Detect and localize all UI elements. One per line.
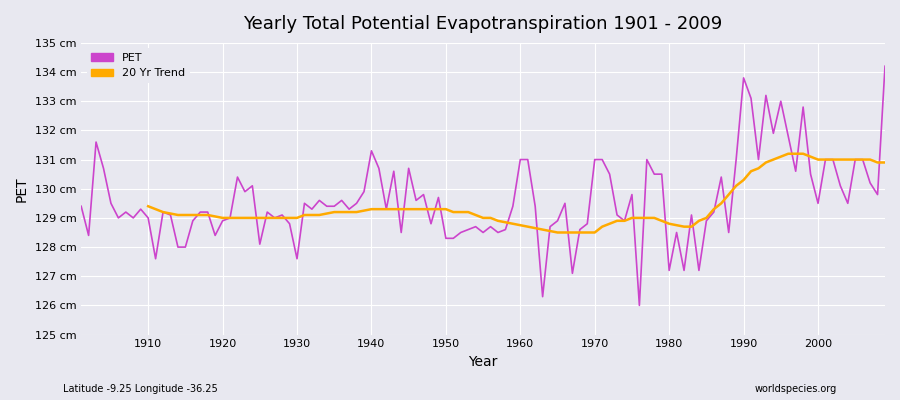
Text: worldspecies.org: worldspecies.org xyxy=(755,384,837,394)
Legend: PET, 20 Yr Trend: PET, 20 Yr Trend xyxy=(86,48,190,83)
Y-axis label: PET: PET xyxy=(15,176,29,202)
Text: Latitude -9.25 Longitude -36.25: Latitude -9.25 Longitude -36.25 xyxy=(63,384,218,394)
X-axis label: Year: Year xyxy=(468,355,498,369)
Title: Yearly Total Potential Evapotranspiration 1901 - 2009: Yearly Total Potential Evapotranspiratio… xyxy=(244,15,723,33)
